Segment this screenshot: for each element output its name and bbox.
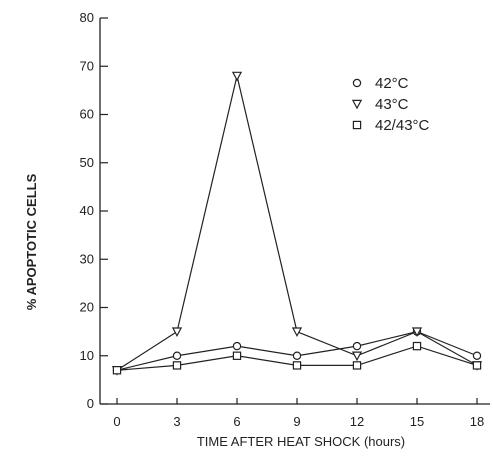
- legend-item: 43°C: [351, 96, 409, 113]
- y-tick-label: 60: [80, 107, 94, 122]
- y-tick-label: 70: [80, 58, 94, 73]
- data-point: [291, 327, 303, 338]
- data-point: [172, 361, 182, 370]
- data-point: [232, 341, 242, 351]
- legend-marker: [352, 120, 362, 130]
- data-point: [412, 341, 422, 351]
- data-point: [351, 351, 363, 362]
- y-tick-label: 10: [80, 348, 94, 363]
- y-tick-label: 20: [80, 300, 94, 315]
- y-axis-title: % APOPTOTIC CELLS: [24, 173, 39, 310]
- x-tick-label: 3: [173, 414, 180, 429]
- y-tick-label: 0: [87, 396, 94, 411]
- legend-label: 42/43°C: [375, 117, 430, 134]
- data-point: [352, 361, 362, 370]
- data-point: [411, 327, 423, 338]
- data-point: [231, 71, 243, 82]
- data-point: [171, 327, 183, 338]
- legend-label: 43°C: [375, 96, 409, 113]
- y-tick-label: 40: [80, 203, 94, 218]
- legend-item: 42/43°C: [352, 117, 430, 134]
- y-tick-label: 30: [80, 251, 94, 266]
- legend-label: 42°C: [375, 75, 409, 92]
- legend-marker: [351, 99, 363, 110]
- data-point: [232, 351, 242, 360]
- legend-item: 42°C: [352, 75, 409, 92]
- series-3: [112, 341, 482, 375]
- series-layer: [111, 71, 483, 376]
- x-tick-label: 9: [293, 414, 300, 429]
- x-tick-label: 12: [350, 414, 364, 429]
- y-tick-label: 80: [80, 10, 94, 25]
- data-point: [472, 351, 482, 360]
- data-point: [112, 366, 122, 375]
- legend: 42°C 43°C 42/43°C: [351, 75, 430, 134]
- data-point: [352, 341, 362, 351]
- axes: 0 10 20 30 40 50 60 70 80 0 3 6 9 12 15 18: [80, 10, 490, 429]
- x-tick-label: 0: [113, 414, 120, 429]
- data-point: [172, 351, 182, 360]
- x-tick-label: 6: [233, 414, 240, 429]
- data-point: [292, 351, 302, 360]
- x-tick-label: 15: [410, 414, 424, 429]
- x-tick-label: 18: [470, 414, 484, 429]
- data-point: [292, 361, 302, 370]
- legend-marker: [352, 78, 362, 88]
- y-tick-label: 50: [80, 155, 94, 170]
- data-point: [472, 361, 482, 370]
- x-axis-title: TIME AFTER HEAT SHOCK (hours): [197, 434, 405, 449]
